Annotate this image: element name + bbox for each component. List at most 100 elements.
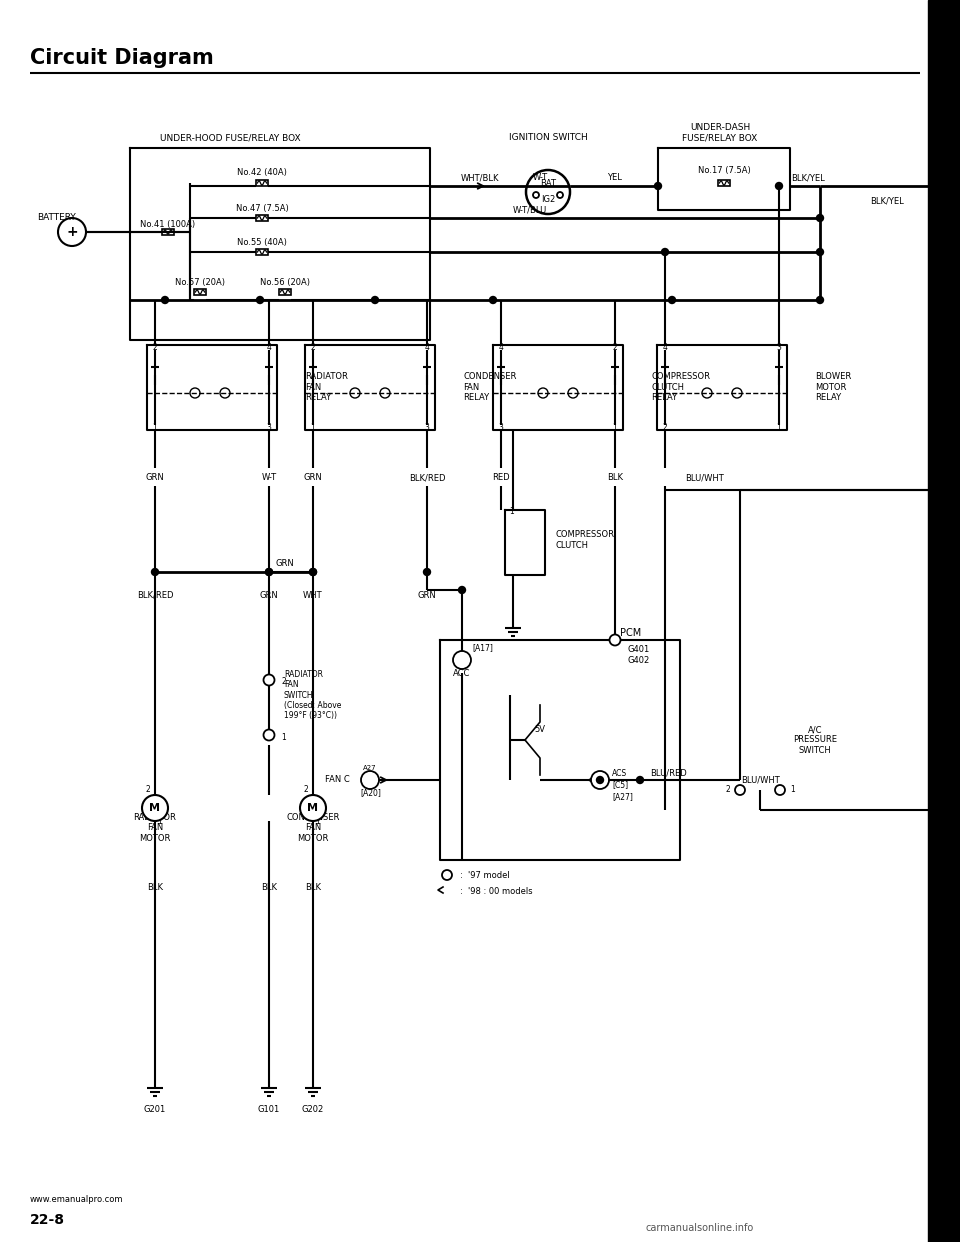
Text: 2: 2 xyxy=(303,785,308,795)
Text: [A17]: [A17] xyxy=(472,643,492,652)
Text: A17: A17 xyxy=(455,657,468,663)
Circle shape xyxy=(256,297,263,303)
Text: A27: A27 xyxy=(363,765,377,771)
Text: 4: 4 xyxy=(424,344,429,353)
Text: Circuit Diagram: Circuit Diagram xyxy=(30,48,214,68)
Circle shape xyxy=(266,569,273,575)
Text: BLK/RED: BLK/RED xyxy=(136,590,173,600)
Text: IGNITION SWITCH: IGNITION SWITCH xyxy=(509,133,588,143)
Text: CONDENSER
FAN
RELAY: CONDENSER FAN RELAY xyxy=(463,373,516,402)
Text: BLOWER
MOTOR
RELAY: BLOWER MOTOR RELAY xyxy=(815,373,852,402)
Circle shape xyxy=(817,297,824,303)
Text: 1: 1 xyxy=(790,785,795,795)
Circle shape xyxy=(263,674,275,686)
Text: 4: 4 xyxy=(498,344,503,353)
Text: 3: 3 xyxy=(424,422,429,431)
Text: 3: 3 xyxy=(267,422,272,431)
Text: BLK: BLK xyxy=(261,883,277,893)
Text: W-T: W-T xyxy=(533,174,547,183)
Circle shape xyxy=(735,785,745,795)
Text: BLK: BLK xyxy=(305,883,321,893)
Bar xyxy=(194,289,206,296)
Text: No.47 (7.5A): No.47 (7.5A) xyxy=(235,204,288,212)
Text: 2: 2 xyxy=(145,785,150,795)
Text: BATTERY: BATTERY xyxy=(37,214,77,222)
Text: W-T: W-T xyxy=(261,473,276,482)
Text: No.55 (40A): No.55 (40A) xyxy=(237,238,287,247)
Text: GRN: GRN xyxy=(303,473,323,482)
Text: —: — xyxy=(508,635,518,645)
Circle shape xyxy=(266,569,273,575)
Text: 3: 3 xyxy=(777,344,781,353)
Bar xyxy=(162,229,174,235)
Text: 1: 1 xyxy=(612,422,617,431)
Text: G401
G402: G401 G402 xyxy=(627,646,649,664)
Text: 2: 2 xyxy=(311,344,316,353)
Text: BLK: BLK xyxy=(607,473,623,482)
Text: [A27]: [A27] xyxy=(612,792,633,801)
Circle shape xyxy=(490,297,496,303)
Text: BAT: BAT xyxy=(540,180,556,189)
Text: GRN: GRN xyxy=(146,473,164,482)
Text: 22-8: 22-8 xyxy=(30,1213,65,1227)
Circle shape xyxy=(596,776,604,784)
Text: 3: 3 xyxy=(498,422,503,431)
Text: UNDER-DASH
FUSE/RELAY BOX: UNDER-DASH FUSE/RELAY BOX xyxy=(683,123,757,143)
Text: 1: 1 xyxy=(316,816,321,826)
Text: 4: 4 xyxy=(662,344,667,353)
Text: GRN: GRN xyxy=(418,590,437,600)
Text: COMPRESSOR
CLUTCH
RELAY: COMPRESSOR CLUTCH RELAY xyxy=(651,373,710,402)
Circle shape xyxy=(776,183,782,190)
Text: BLK/YEL: BLK/YEL xyxy=(791,174,825,183)
Circle shape xyxy=(459,586,466,594)
Text: A/C
PRESSURE
SWITCH: A/C PRESSURE SWITCH xyxy=(793,725,837,755)
Text: WHT: WHT xyxy=(303,590,323,600)
Circle shape xyxy=(263,729,275,740)
Text: BLK/RED: BLK/RED xyxy=(409,473,445,482)
Circle shape xyxy=(636,776,643,784)
Circle shape xyxy=(309,569,317,575)
Text: 5V: 5V xyxy=(535,725,545,734)
Text: 2: 2 xyxy=(153,344,157,353)
Text: BLU/WHT: BLU/WHT xyxy=(685,473,725,482)
Circle shape xyxy=(361,771,379,789)
Bar xyxy=(928,0,960,1242)
Text: BLU/WHT: BLU/WHT xyxy=(740,775,780,785)
Text: G201: G201 xyxy=(144,1105,166,1114)
Text: GRN: GRN xyxy=(259,590,278,600)
Text: RED: RED xyxy=(492,473,510,482)
Text: 2: 2 xyxy=(281,677,286,687)
Text: carmanualsonline.info: carmanualsonline.info xyxy=(646,1223,755,1233)
Text: ACC: ACC xyxy=(453,668,470,677)
Circle shape xyxy=(300,795,326,821)
Text: YEL: YEL xyxy=(607,174,621,183)
Text: 2: 2 xyxy=(662,422,667,431)
Circle shape xyxy=(142,795,168,821)
Text: PCM: PCM xyxy=(620,628,641,638)
Text: G202: G202 xyxy=(301,1105,324,1114)
Text: 4: 4 xyxy=(267,344,272,353)
Text: RADIATOR
FAN
SWITCH
(Closed: Above
199°F (93°C)): RADIATOR FAN SWITCH (Closed: Above 199°F… xyxy=(284,669,342,720)
Circle shape xyxy=(442,869,452,881)
Text: RADIATOR
FAN
MOTOR: RADIATOR FAN MOTOR xyxy=(133,814,177,843)
Text: 1: 1 xyxy=(153,422,157,431)
Text: No.56 (20A): No.56 (20A) xyxy=(260,278,310,287)
Bar xyxy=(256,180,268,186)
Text: WHT/BLK: WHT/BLK xyxy=(461,174,499,183)
Text: No.41 (100A): No.41 (100A) xyxy=(140,220,196,229)
Text: BLK: BLK xyxy=(147,883,163,893)
Circle shape xyxy=(423,569,430,575)
Circle shape xyxy=(775,785,785,795)
Text: No.42 (40A): No.42 (40A) xyxy=(237,169,287,178)
Bar xyxy=(718,180,730,186)
Circle shape xyxy=(591,771,609,789)
Text: FAN C: FAN C xyxy=(325,775,350,785)
Text: No.17 (7.5A): No.17 (7.5A) xyxy=(698,166,751,175)
Text: M: M xyxy=(307,804,319,814)
Text: G101: G101 xyxy=(258,1105,280,1114)
Bar xyxy=(256,248,268,255)
Text: [C5]: [C5] xyxy=(612,780,628,790)
Text: BLK/YEL: BLK/YEL xyxy=(870,196,903,205)
Circle shape xyxy=(668,297,676,303)
Text: www.emanualpro.com: www.emanualpro.com xyxy=(30,1196,124,1205)
